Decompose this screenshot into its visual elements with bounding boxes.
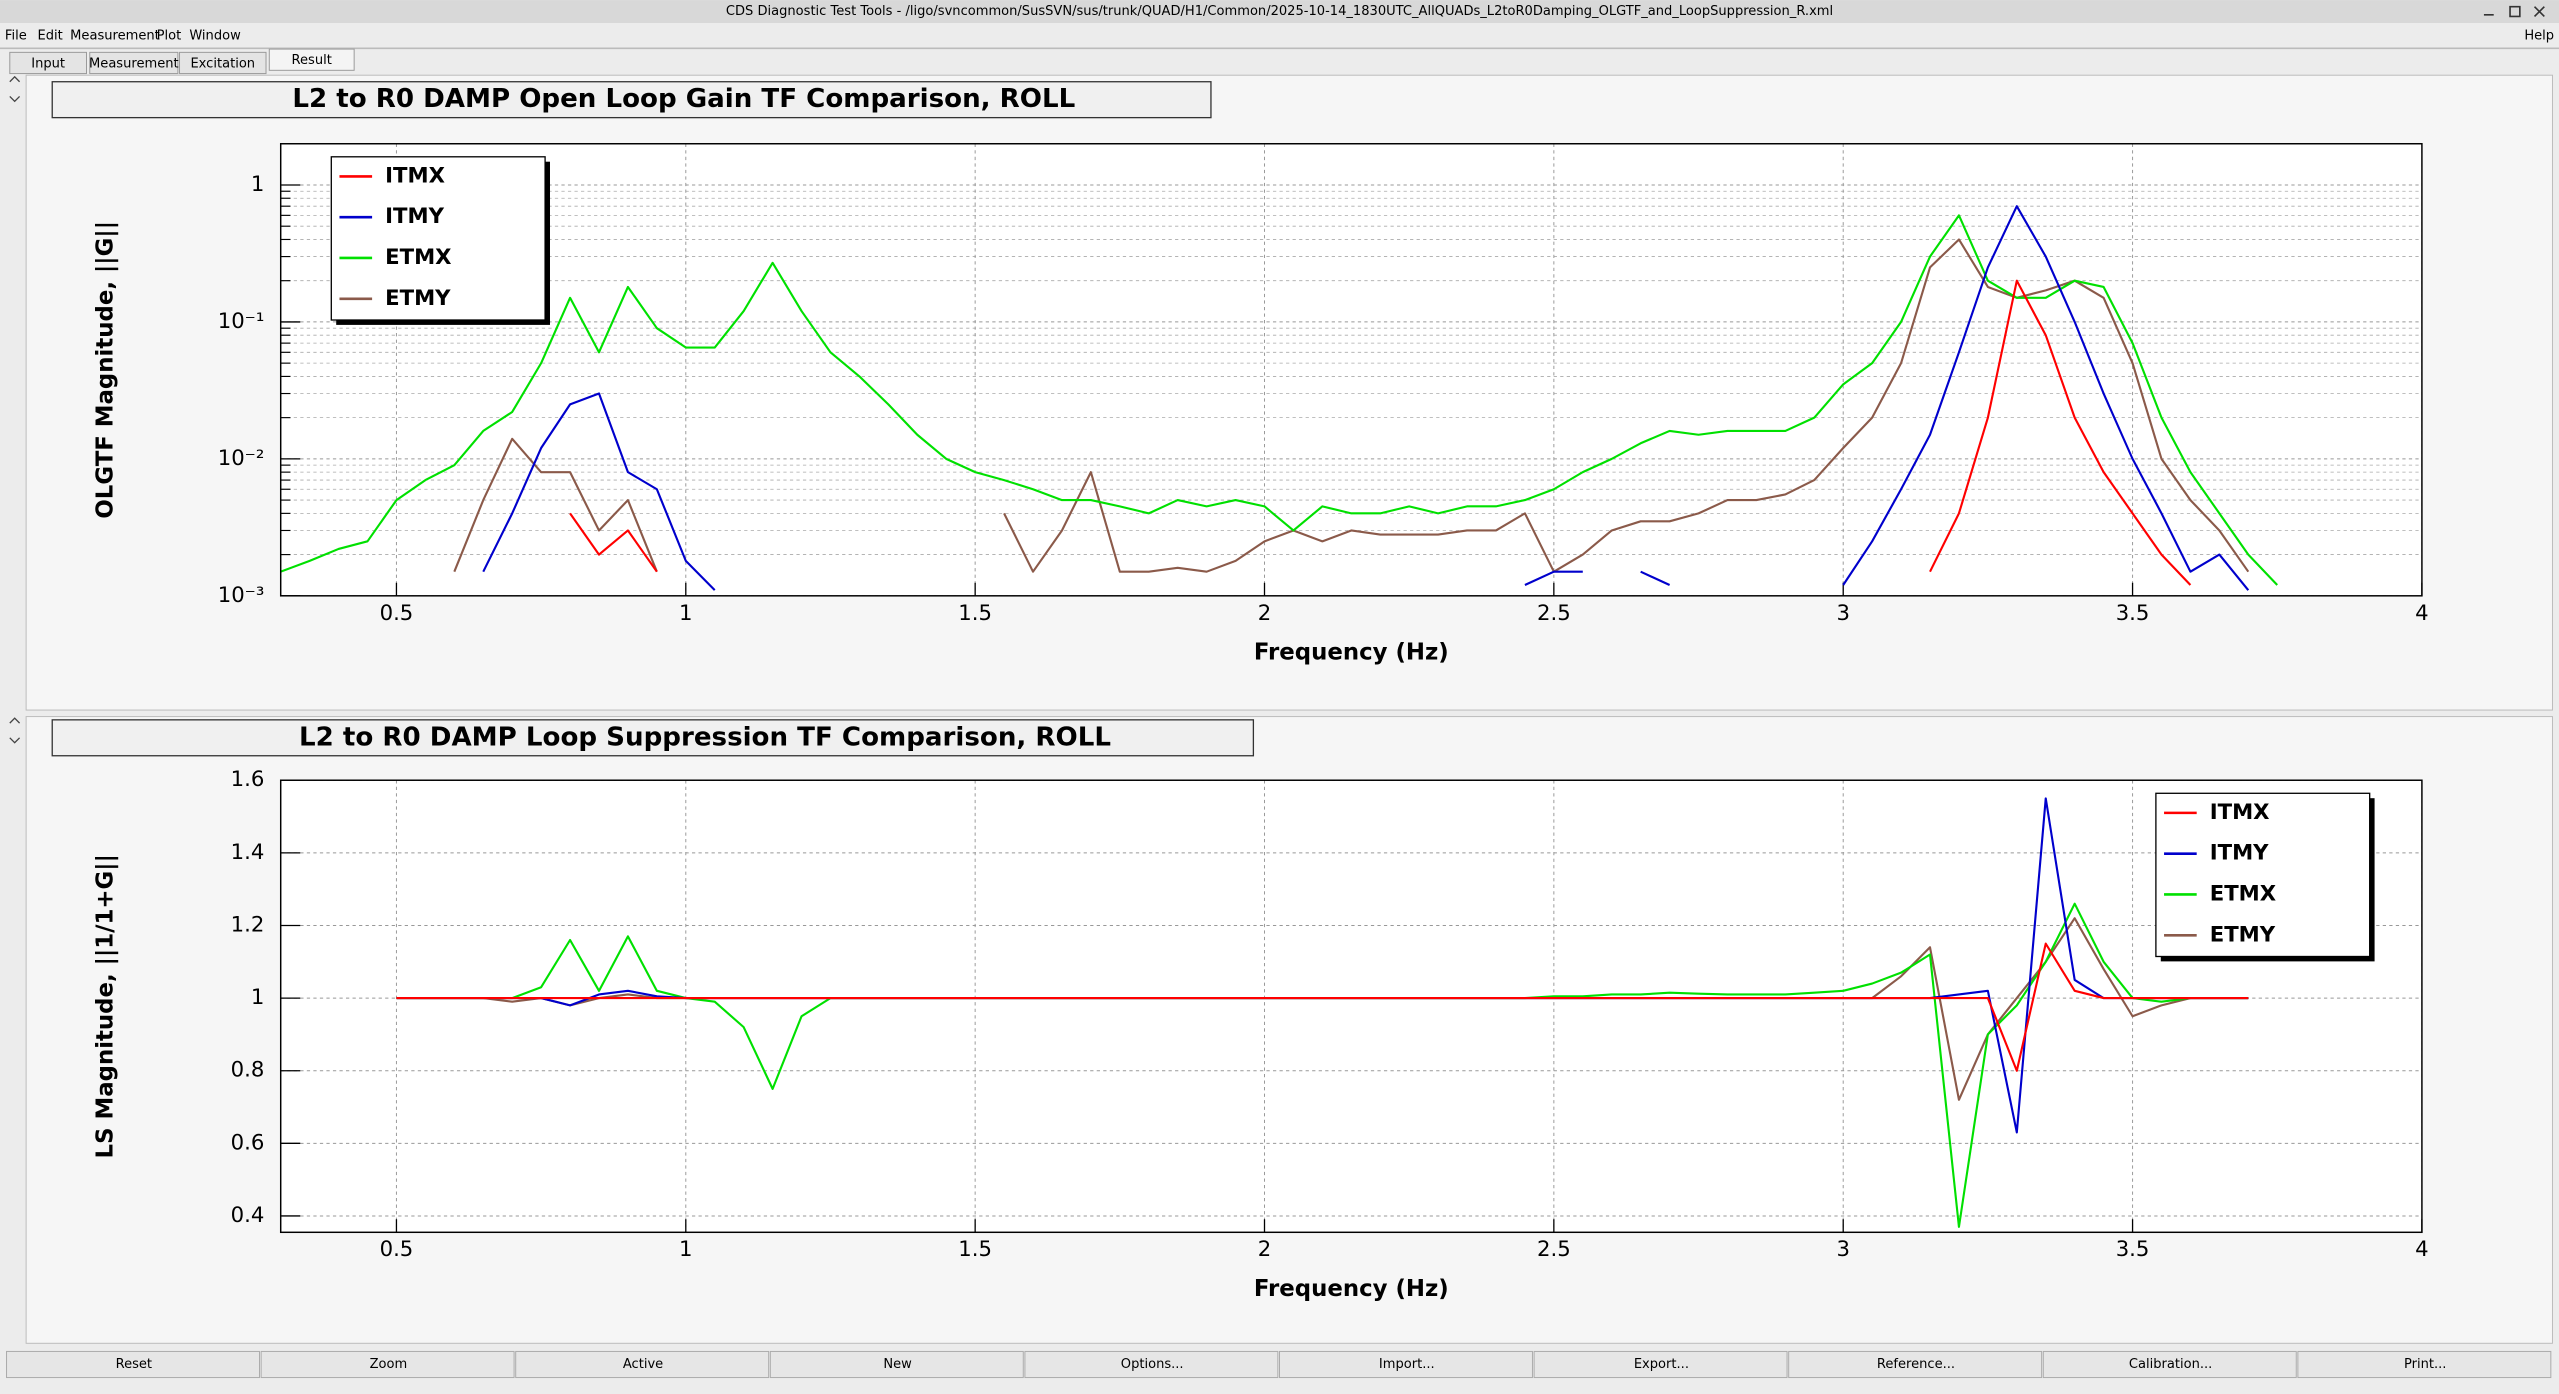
button-label[interactable]: Active: [623, 1357, 663, 1372]
button[interactable]: [515, 1350, 770, 1379]
legend-label: ETMX: [385, 245, 451, 270]
menu-item[interactable]: File: [5, 29, 27, 44]
legend-label: ETMY: [385, 286, 451, 311]
button[interactable]: [1533, 1350, 1788, 1379]
button[interactable]: [1279, 1350, 1533, 1379]
button[interactable]: [260, 1350, 515, 1379]
button-label[interactable]: Export...: [1634, 1357, 1689, 1372]
y-tick-label: 1: [251, 985, 265, 1010]
x-tick-label: 0.5: [380, 601, 414, 626]
y-tick-label: 1.4: [231, 840, 265, 865]
button-label[interactable]: Import...: [1379, 1357, 1435, 1372]
y-axis-label: LS Magnitude, ||1/1+G||: [93, 854, 119, 1158]
x-tick-label: 3: [1836, 1237, 1850, 1262]
chart-title: L2 to R0 DAMP Loop Suppression TF Compar…: [299, 722, 1111, 752]
menu-item[interactable]: Window: [189, 29, 241, 44]
tab-label[interactable]: Input: [31, 56, 65, 71]
plot-area: [280, 143, 2422, 596]
x-tick-label: 2: [1258, 601, 1272, 626]
button[interactable]: [1788, 1350, 2043, 1379]
chart: L2 to R0 DAMP Loop Suppression TF Compar…: [9, 716, 2553, 1344]
plot-frame: [279, 779, 2423, 1234]
title-box: [51, 81, 1212, 119]
y-tick-label: 0.4: [231, 1203, 265, 1228]
x-tick-label: 1: [679, 1237, 693, 1262]
menu-item[interactable]: Edit: [38, 29, 63, 44]
button-label[interactable]: Reference...: [1877, 1357, 1955, 1372]
button-label[interactable]: Reset: [116, 1357, 152, 1372]
x-tick-label: 3.5: [2116, 1237, 2150, 1262]
y-tick-label: 1: [251, 172, 265, 197]
y-tick-label: 10⁻¹: [218, 309, 265, 334]
x-tick-label: 2.5: [1537, 1237, 1571, 1262]
y-tick-label: 10⁻²: [218, 446, 265, 471]
title-box: [51, 719, 1255, 757]
button-label[interactable]: Zoom: [370, 1357, 408, 1372]
button-label[interactable]: New: [883, 1357, 912, 1372]
button-label[interactable]: Print...: [2404, 1357, 2446, 1372]
button-label[interactable]: Calibration...: [2129, 1357, 2212, 1372]
x-tick-label: 1.5: [958, 1237, 992, 1262]
x-tick-label: 0.5: [380, 1237, 414, 1262]
x-tick-label: 4: [2415, 1237, 2429, 1262]
tab[interactable]: [179, 51, 267, 75]
series-line: [396, 942, 2249, 1072]
x-tick-label: 2.5: [1537, 601, 1571, 626]
button[interactable]: [1024, 1350, 1279, 1379]
legend-label: ITMX: [2210, 800, 2270, 825]
x-tick-label: 1.5: [958, 601, 992, 626]
legend: [330, 156, 546, 321]
window-title: CDS Diagnostic Test Tools - /ligo/svncom…: [726, 4, 1833, 19]
title-bar: [0, 0, 2559, 23]
chart: L2 to R0 DAMP Open Loop Gain TF Comparis…: [9, 74, 2553, 711]
tab[interactable]: [268, 48, 355, 71]
x-axis-label: Frequency (Hz): [1254, 639, 1449, 665]
panel-arrows: [9, 75, 21, 103]
tab[interactable]: [9, 51, 87, 75]
x-tick-label: 3: [1836, 601, 1850, 626]
menu-help[interactable]: Help: [2524, 29, 2554, 44]
legend: [2155, 792, 2371, 958]
button[interactable]: [2042, 1350, 2297, 1379]
plot-area: [280, 780, 2422, 1233]
menu-item[interactable]: Plot: [157, 29, 182, 44]
x-tick-label: 3.5: [2116, 601, 2150, 626]
y-tick-label: 10⁻³: [218, 583, 265, 608]
button[interactable]: [769, 1350, 1024, 1379]
tab-label[interactable]: Measurement: [89, 56, 179, 71]
y-tick-label: 0.6: [231, 1130, 265, 1155]
y-tick-label: 0.8: [231, 1058, 265, 1083]
chart-title: L2 to R0 DAMP Open Loop Gain TF Comparis…: [292, 84, 1075, 114]
button[interactable]: [2297, 1350, 2552, 1379]
button-label[interactable]: Options...: [1121, 1357, 1184, 1372]
x-tick-label: 4: [2415, 601, 2429, 626]
series-line: [482, 205, 2250, 591]
window-controls: [2483, 5, 2545, 18]
legend-label: ETMY: [2210, 922, 2276, 947]
y-tick-label: 1.2: [231, 912, 265, 937]
legend-label: ETMX: [2210, 881, 2276, 906]
series-line: [569, 279, 2192, 586]
x-axis-label: Frequency (Hz): [1254, 1276, 1449, 1302]
menu-item[interactable]: Measurement: [70, 29, 160, 44]
plot-frame: [279, 143, 2423, 597]
legend-label: ITMY: [385, 204, 444, 229]
tab-label[interactable]: Result: [292, 53, 332, 68]
x-tick-label: 2: [1258, 1237, 1272, 1262]
y-axis-label: OLGTF Magnitude, ||G||: [93, 221, 119, 519]
legend-label: ITMY: [2210, 841, 2269, 866]
x-tick-label: 1: [679, 601, 693, 626]
y-tick-label: 1.6: [231, 767, 265, 792]
panel-arrows: [9, 717, 21, 744]
legend-label: ITMX: [385, 163, 445, 188]
button[interactable]: [6, 1350, 260, 1379]
tab[interactable]: [89, 51, 179, 75]
tab-label[interactable]: Excitation: [190, 56, 255, 71]
